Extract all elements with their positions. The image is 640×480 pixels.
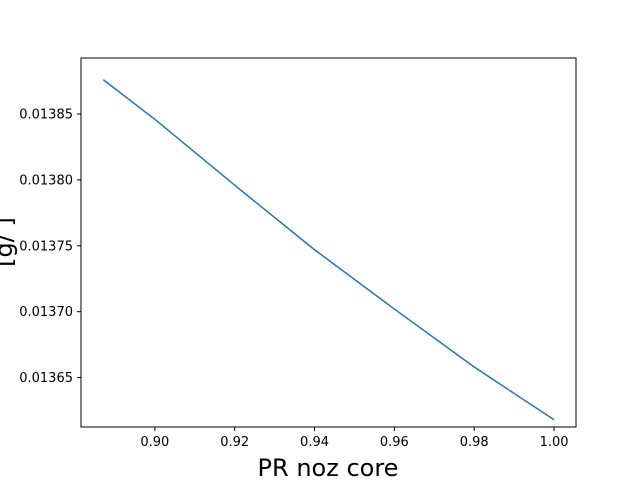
y-tick-label: 0.01385 [19, 108, 73, 123]
x-tick-label: 0.90 [140, 435, 169, 450]
y-tick-label: 0.01375 [19, 239, 73, 254]
x-tick-label: 0.98 [460, 435, 489, 450]
series-line-0 [102, 79, 555, 421]
y-axis-ticks: 0.01365 0.01370 0.01375 0.01380 0.01385 [19, 108, 81, 386]
x-axis-ticks: 0.90 0.92 0.94 0.96 0.98 1.00 [140, 427, 569, 450]
y-tick-label: 0.01370 [19, 305, 73, 320]
x-tick-label: 0.96 [380, 435, 409, 450]
x-tick-label: 0.92 [220, 435, 249, 450]
y-axis-label: [g/ ] [0, 217, 18, 267]
y-tick-label: 0.01380 [19, 173, 73, 188]
plot-frame [80, 57, 577, 428]
x-axis-label: PR noz core [258, 454, 399, 480]
y-tick-label: 0.01365 [19, 371, 73, 386]
plot-area [81, 58, 576, 427]
series-layer [102, 79, 555, 421]
x-tick-label: 0.94 [300, 435, 329, 450]
x-tick-label: 1.00 [540, 435, 569, 450]
